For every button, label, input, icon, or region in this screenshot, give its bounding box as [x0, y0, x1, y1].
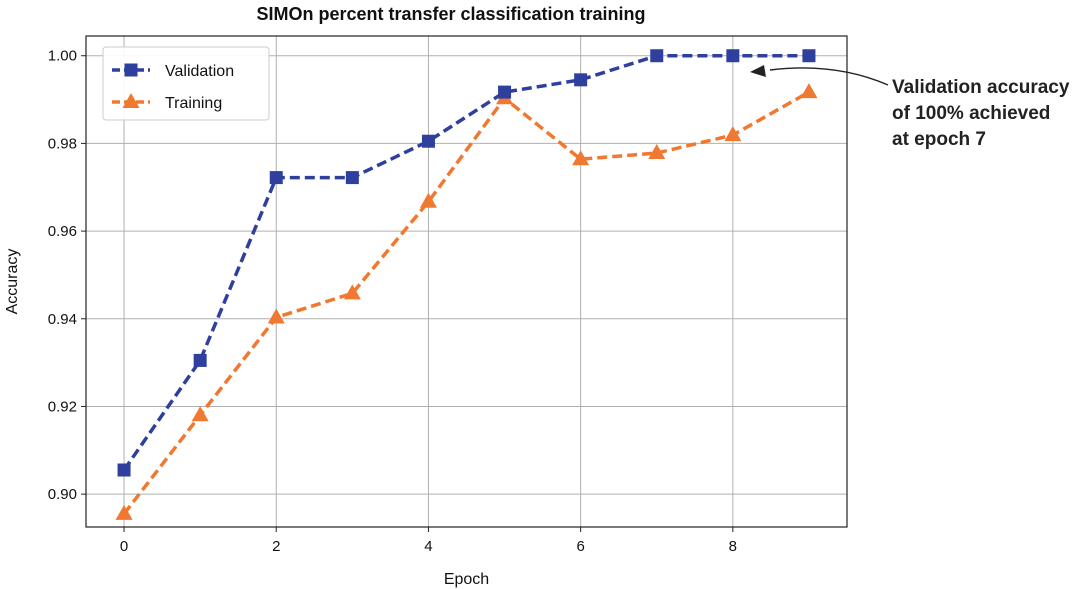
data-point-validation: [345, 171, 359, 185]
x-tick-label: 2: [272, 538, 280, 555]
x-tick-label: 8: [729, 538, 737, 555]
data-point-training: [343, 284, 361, 300]
series-line-training: [122, 90, 810, 515]
annotation-arrowhead: [750, 65, 766, 77]
y-tick-label: 0.92: [48, 398, 77, 415]
data-point-training: [267, 308, 285, 324]
data-point-validation: [802, 49, 816, 63]
annotation-arrow-line: [769, 67, 889, 86]
data-point-validation: [574, 73, 588, 87]
annotation-text-line: at epoch 7: [892, 129, 986, 150]
x-tick-label: 4: [424, 538, 432, 555]
data-point-validation: [269, 171, 283, 185]
annotation-text-line: of 100% achieved: [892, 103, 1050, 124]
data-point-training: [572, 150, 590, 166]
series-layer: [115, 49, 818, 520]
series-validation: [117, 49, 816, 477]
y-tick-label: 0.90: [48, 486, 77, 503]
data-point-validation: [117, 463, 131, 477]
y-tick-label: 0.94: [48, 311, 77, 328]
plot-frame: [85, 35, 848, 528]
y-tick-label: 1.00: [48, 48, 77, 65]
legend-marker-validation: [124, 63, 138, 77]
y-tick-label: 0.98: [48, 135, 77, 152]
data-point-training: [648, 144, 666, 160]
legend-label-validation: Validation: [165, 63, 234, 80]
data-point-validation: [498, 85, 512, 99]
chart-title: SIMOn percent transfer classification tr…: [256, 4, 645, 24]
data-point-validation: [726, 49, 740, 63]
legend-label-training: Training: [165, 95, 222, 112]
data-point-validation: [421, 134, 435, 148]
x-axis-ticks: 0 2 4 6 8: [120, 527, 737, 555]
series-training: [115, 83, 818, 520]
series-line-validation: [122, 53, 809, 472]
annotation-text-line: Validation accuracy: [892, 77, 1070, 98]
legend: Validation Training: [102, 46, 270, 121]
legend-marker-training: [122, 93, 140, 108]
data-point-training: [191, 406, 209, 422]
data-point-validation: [650, 49, 664, 63]
x-tick-label: 0: [120, 538, 128, 555]
data-point-training: [419, 192, 437, 208]
x-tick-label: 6: [576, 538, 584, 555]
data-point-training: [800, 83, 818, 99]
y-axis-ticks: 0.90 0.92 0.94 0.96 0.98 1.00: [48, 48, 86, 503]
data-point-training: [724, 126, 742, 142]
data-point-training: [115, 504, 133, 520]
x-axis-label: Epoch: [444, 571, 489, 588]
annotation: Validation accuracy of 100% achieved at ep…: [750, 65, 1070, 150]
data-point-validation: [193, 353, 207, 367]
legend-box: [102, 46, 270, 121]
y-tick-label: 0.96: [48, 223, 77, 240]
y-axis-label: Accuracy: [4, 249, 21, 315]
